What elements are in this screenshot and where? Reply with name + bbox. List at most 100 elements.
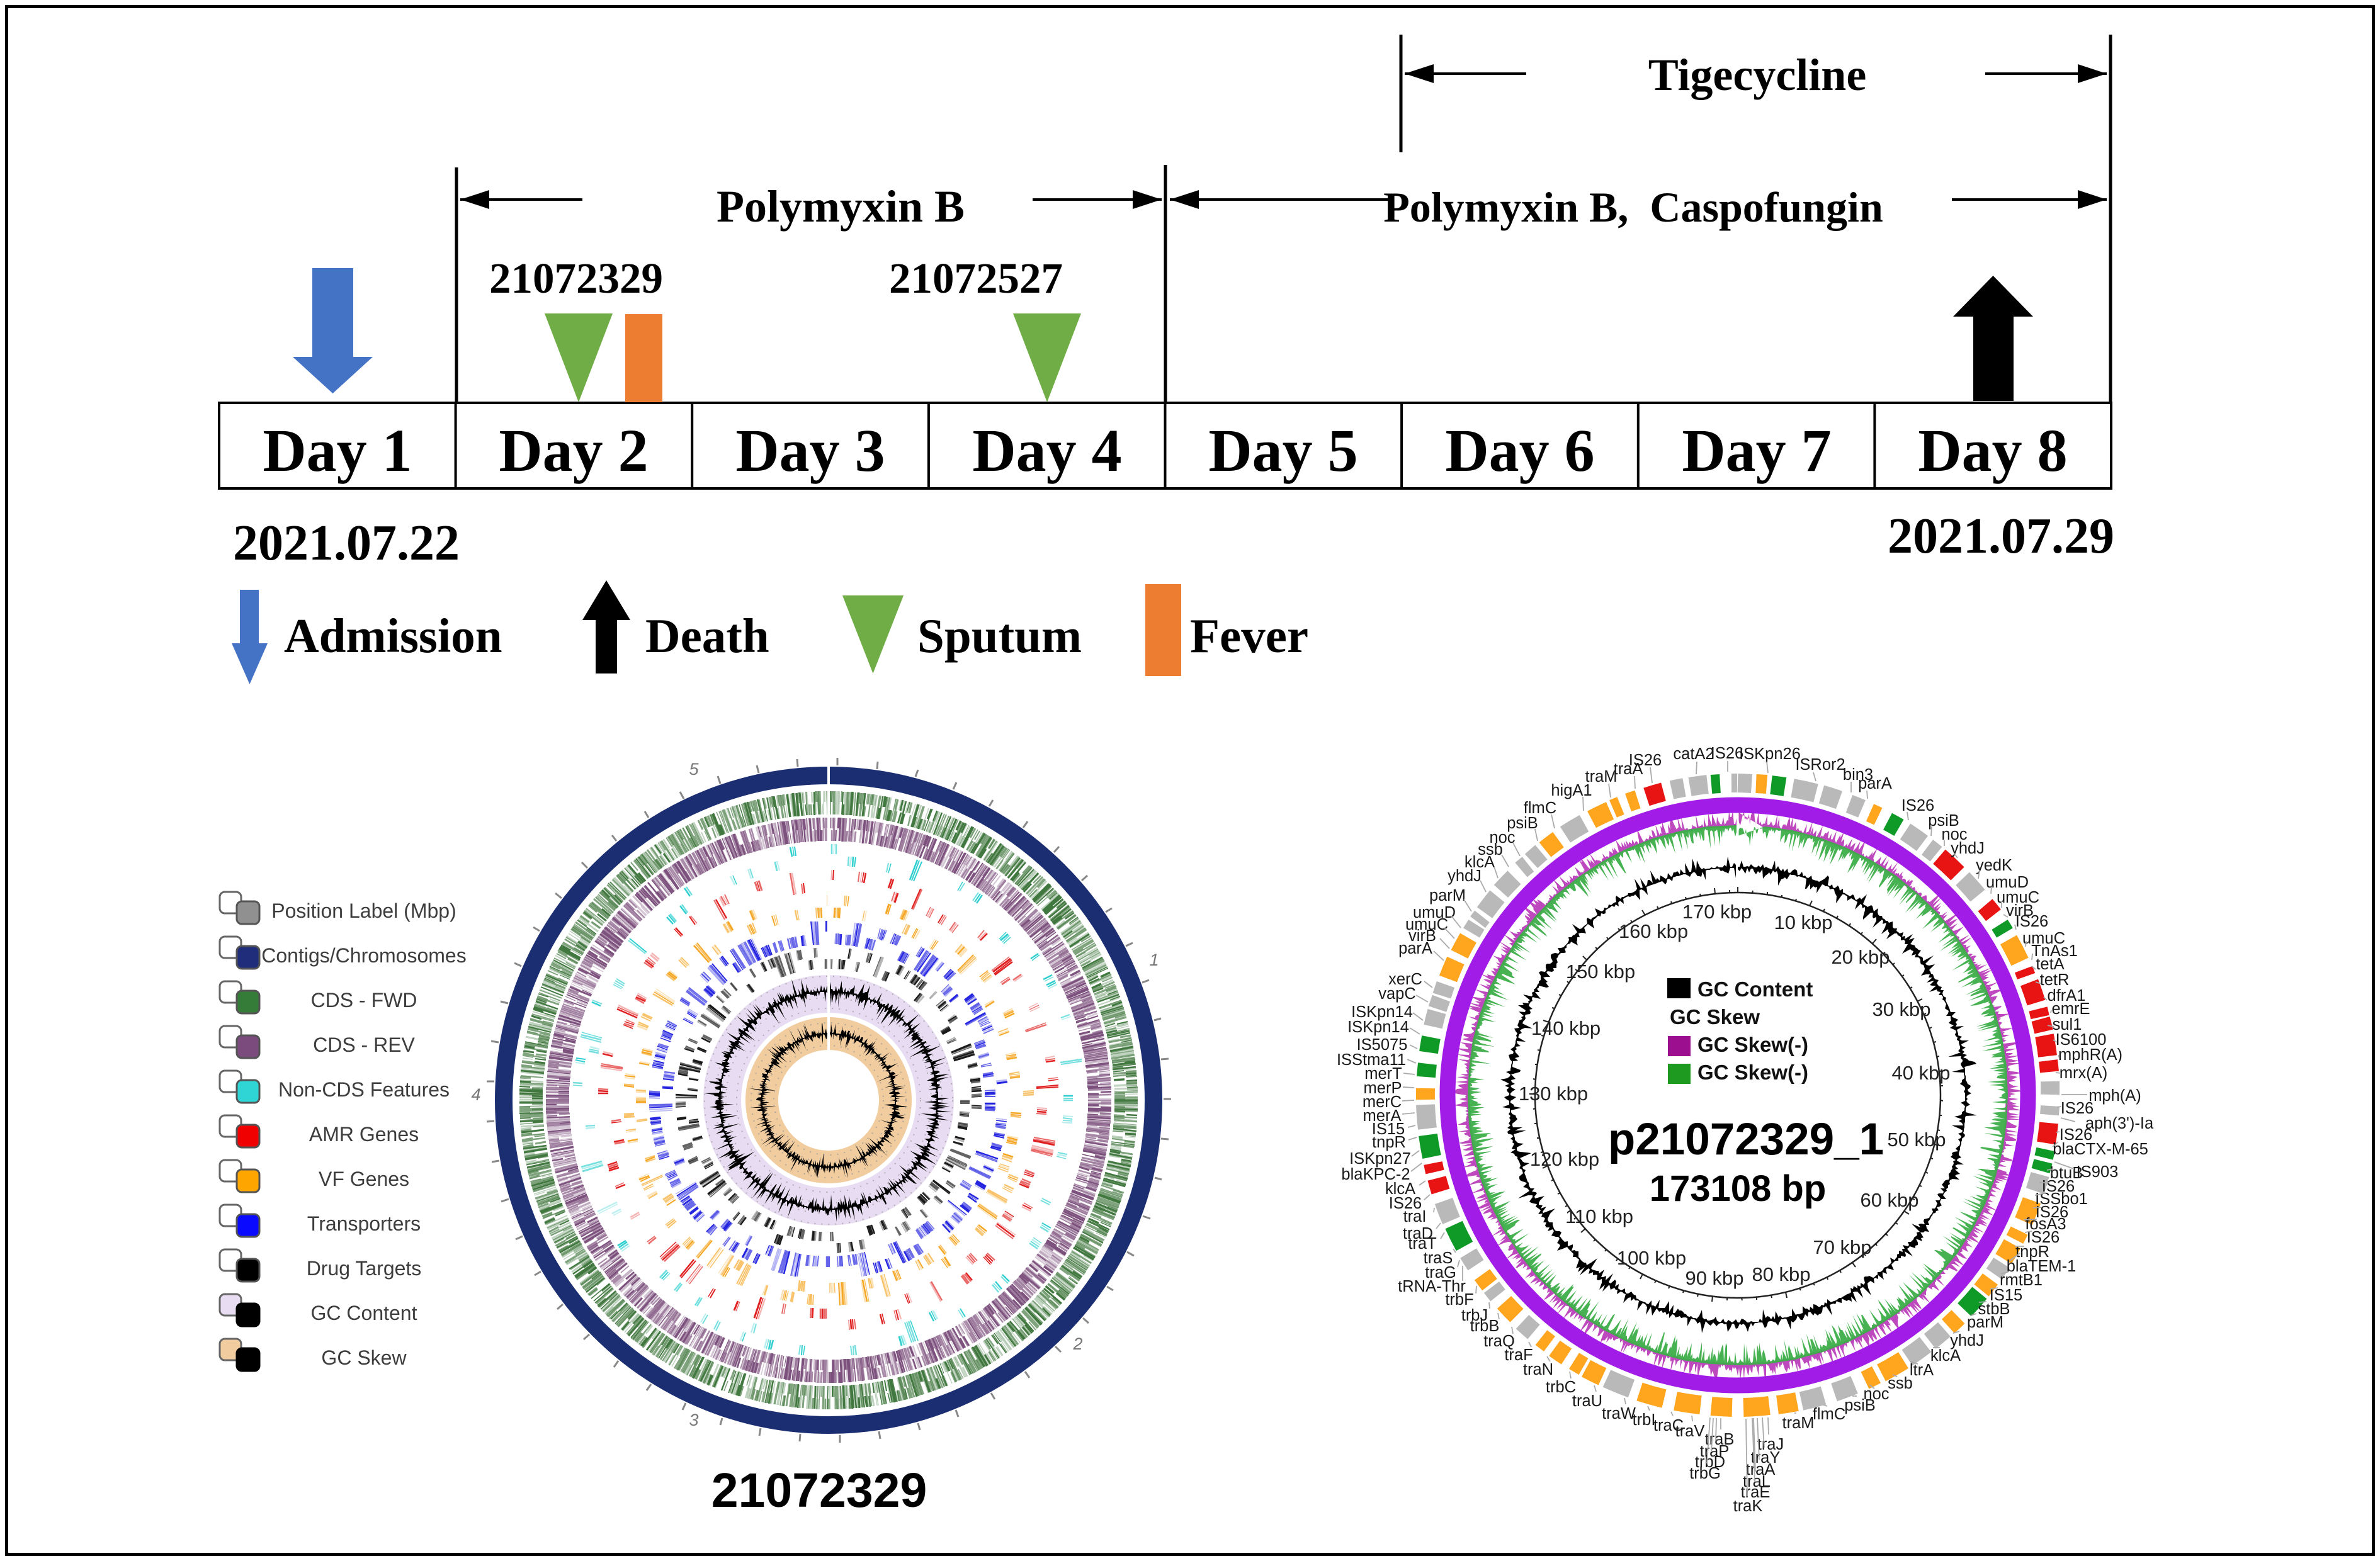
svg-text:ltrA: ltrA <box>1910 1361 1934 1379</box>
svg-text:flmC: flmC <box>1524 799 1556 817</box>
svg-text:Day 6: Day 6 <box>1445 417 1594 484</box>
svg-text:traB: traB <box>1705 1431 1735 1448</box>
svg-text:umuD: umuD <box>1986 874 2029 891</box>
svg-text:GC Content: GC Content <box>311 1302 417 1324</box>
svg-text:klcA: klcA <box>1465 854 1495 871</box>
svg-text:psiB: psiB <box>1928 812 1959 830</box>
svg-text:trbD: trbD <box>1695 1453 1725 1471</box>
svg-text:p21072329_1: p21072329_1 <box>1608 1115 1884 1164</box>
svg-text:40 kbp: 40 kbp <box>1891 1062 1950 1084</box>
svg-text:160 kbp: 160 kbp <box>1619 920 1688 942</box>
svg-text:vapC: vapC <box>1378 985 1416 1003</box>
svg-text:150 kbp: 150 kbp <box>1566 961 1635 983</box>
svg-text:60 kbp: 60 kbp <box>1860 1189 1918 1211</box>
svg-text:70 kbp: 70 kbp <box>1813 1236 1871 1258</box>
svg-text:umuC: umuC <box>1405 916 1448 933</box>
svg-text:120 kbp: 120 kbp <box>1530 1148 1599 1170</box>
svg-text:AMR Genes: AMR Genes <box>309 1123 419 1146</box>
svg-text:ISRor2: ISRor2 <box>1795 756 1845 774</box>
svg-text:Death: Death <box>645 609 769 663</box>
svg-text:130 kbp: 130 kbp <box>1519 1083 1588 1105</box>
svg-text:yhdJ: yhdJ <box>1448 867 1482 885</box>
svg-text:Admission: Admission <box>284 609 502 663</box>
svg-text:trbC: trbC <box>1546 1378 1576 1396</box>
svg-text:umuD: umuD <box>1413 904 1456 921</box>
svg-text:mph(A): mph(A) <box>2088 1087 2141 1105</box>
svg-text:Day 8: Day 8 <box>1918 417 2067 484</box>
svg-text:TnAs1: TnAs1 <box>2031 942 2078 960</box>
svg-text:traN: traN <box>1523 1361 1553 1378</box>
svg-text:klcA: klcA <box>1385 1180 1415 1198</box>
svg-text:traP: traP <box>1700 1443 1730 1460</box>
svg-text:170 kbp: 170 kbp <box>1682 901 1752 923</box>
svg-text:trbG: trbG <box>1689 1465 1721 1482</box>
svg-text:20 kbp: 20 kbp <box>1831 946 1890 968</box>
svg-text:ssb: ssb <box>1888 1375 1913 1392</box>
svg-text:blaKPC-2: blaKPC-2 <box>1341 1166 1410 1183</box>
svg-text:Polymyxin B: Polymyxin B <box>717 181 965 232</box>
svg-text:1: 1 <box>1149 950 1159 969</box>
svg-text:ISStma11: ISStma11 <box>1337 1051 1406 1069</box>
svg-text:Sputum: Sputum <box>917 609 1082 663</box>
svg-text:trbB: trbB <box>1470 1317 1500 1335</box>
svg-text:IS15: IS15 <box>1372 1120 1405 1138</box>
svg-text:IS26: IS26 <box>2061 1100 2094 1117</box>
svg-text:yedK: yedK <box>1976 857 2012 874</box>
svg-text:IS5075: IS5075 <box>1357 1036 1408 1054</box>
svg-text:traA: traA <box>1746 1461 1776 1479</box>
svg-text:Day 7: Day 7 <box>1682 417 1831 484</box>
svg-text:ISKpn14: ISKpn14 <box>1347 1018 1409 1036</box>
svg-text:parA: parA <box>1398 940 1432 957</box>
svg-text:traS: traS <box>1424 1249 1453 1267</box>
svg-text:IS26: IS26 <box>2042 1178 2075 1195</box>
svg-text:30 kbp: 30 kbp <box>1872 998 1930 1020</box>
svg-text:80 kbp: 80 kbp <box>1752 1263 1810 1285</box>
svg-text:IS26: IS26 <box>2036 1203 2068 1221</box>
svg-text:CDS - FWD: CDS - FWD <box>311 989 417 1012</box>
svg-text:traM: traM <box>1585 768 1618 786</box>
svg-text:trbI: trbI <box>1633 1411 1656 1429</box>
svg-text:ISKpn14: ISKpn14 <box>1351 1003 1413 1021</box>
svg-text:traV: traV <box>1675 1423 1705 1440</box>
svg-text:noc: noc <box>1941 826 1967 843</box>
svg-text:virB: virB <box>2006 902 2034 920</box>
svg-text:mphR(A): mphR(A) <box>2058 1046 2122 1064</box>
svg-text:traD: traD <box>1403 1225 1433 1243</box>
svg-text:dfrA1: dfrA1 <box>2048 987 2086 1005</box>
svg-text:IS903: IS903 <box>2077 1163 2119 1181</box>
svg-text:Drug Targets: Drug Targets <box>307 1257 422 1280</box>
svg-text:merT: merT <box>1364 1065 1402 1083</box>
svg-text:ISKpn27: ISKpn27 <box>1349 1150 1411 1168</box>
svg-text:10 kbp: 10 kbp <box>1774 911 1832 933</box>
svg-text:psiB: psiB <box>1507 814 1538 832</box>
svg-text:traC: traC <box>1653 1417 1684 1434</box>
svg-text:Polymyxin B, Caspofungin: Polymyxin B, Caspofungin <box>1383 183 1883 231</box>
svg-text:GC Skew(-): GC Skew(-) <box>1697 1061 1808 1084</box>
svg-text:traI: traI <box>1403 1208 1427 1226</box>
svg-text:tnpR: tnpR <box>1372 1134 1406 1151</box>
svg-text:traF: traF <box>1504 1346 1533 1364</box>
svg-text:parA: parA <box>1858 775 1892 792</box>
svg-text:IS26: IS26 <box>2027 1229 2060 1246</box>
svg-text:traG: traG <box>1425 1264 1456 1282</box>
svg-text:higA1: higA1 <box>1551 782 1592 799</box>
svg-text:IS26: IS26 <box>2015 913 2048 930</box>
svg-text:traW: traW <box>1602 1405 1636 1423</box>
svg-text:21072329: 21072329 <box>711 1463 927 1518</box>
svg-text:5: 5 <box>689 760 699 779</box>
svg-text:rmtB1: rmtB1 <box>2000 1271 2043 1289</box>
svg-text:50 kbp: 50 kbp <box>1887 1129 1946 1151</box>
svg-text:merC: merC <box>1363 1093 1402 1111</box>
svg-text:fosA3: fosA3 <box>2025 1215 2066 1233</box>
svg-text:GC Content: GC Content <box>1697 978 1813 1001</box>
svg-text:noc: noc <box>1863 1385 1889 1403</box>
svg-text:psiB: psiB <box>1844 1397 1876 1414</box>
svg-text:umuC: umuC <box>2022 930 2065 947</box>
svg-text:blaCTX-M-65: blaCTX-M-65 <box>2053 1141 2148 1158</box>
svg-text:traQ: traQ <box>1483 1333 1515 1350</box>
svg-text:GC Skew(-): GC Skew(-) <box>1697 1033 1808 1056</box>
svg-text:emrE: emrE <box>2052 1000 2090 1018</box>
svg-text:traT: traT <box>1408 1235 1436 1253</box>
svg-text:stbB: stbB <box>1978 1300 2010 1318</box>
svg-text:21072527: 21072527 <box>889 254 1063 302</box>
